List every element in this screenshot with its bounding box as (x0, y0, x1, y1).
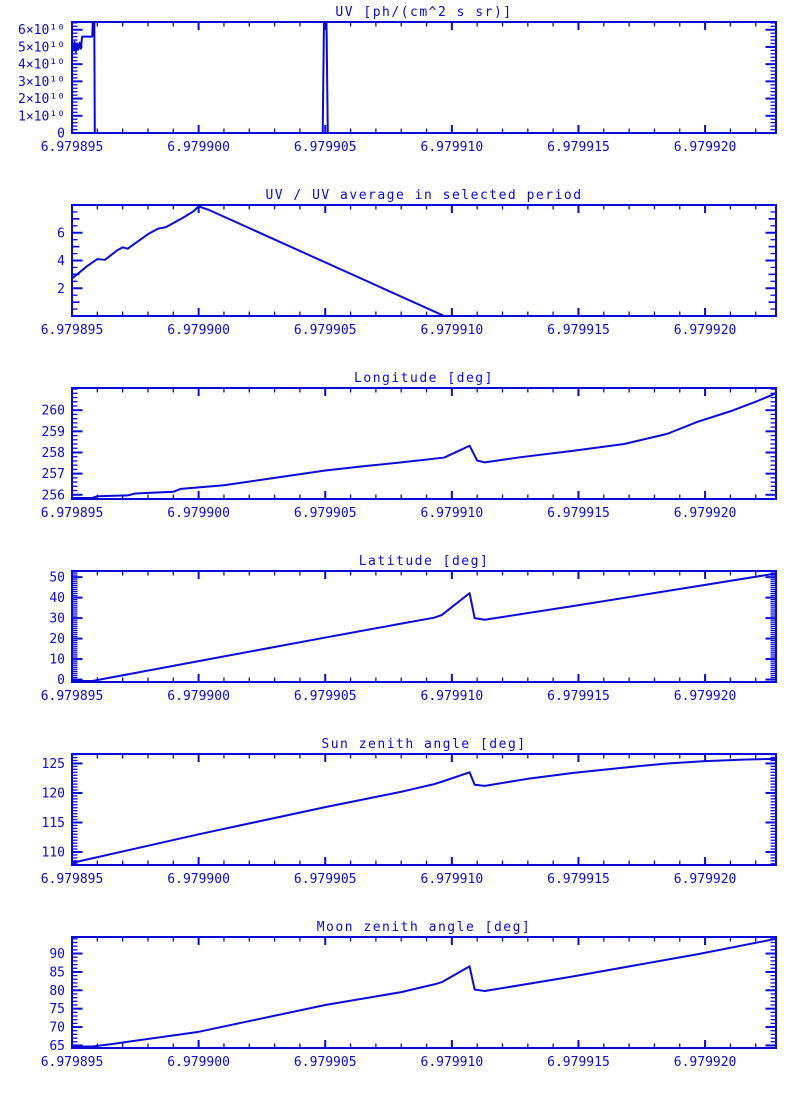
x-tick-label: 6.979900 (167, 872, 230, 887)
x-tick-label: 6.979905 (294, 140, 357, 155)
y-tick-label: 0 (57, 673, 65, 688)
x-tick-label: 6.979920 (674, 689, 737, 704)
y-tick-label: 260 (42, 404, 65, 419)
axis-frame (71, 570, 777, 683)
x-tick-label: 6.979915 (547, 689, 610, 704)
x-tick-label: 6.979905 (294, 506, 357, 521)
plot-title: Moon zenith angle [deg] (316, 920, 532, 935)
x-tick-label: 6.979915 (547, 140, 610, 155)
plot-title: UV / UV average in selected period (265, 188, 583, 203)
y-tick-label: 75 (49, 1002, 65, 1017)
x-tick-label: 6.979900 (167, 506, 230, 521)
plot-canvas-sun-zenith: 6.979895 6.979900 6.979905 6.979910 6.979915… (41, 753, 777, 887)
y-tick-label: 3×10¹⁰ (18, 75, 65, 90)
y-tick-label: 4 (57, 254, 65, 269)
x-tick-label: 6.979895 (41, 506, 104, 521)
x-tick-label: 6.979920 (674, 1055, 737, 1070)
axis-frame (71, 753, 777, 866)
x-tick-label: 6.979920 (674, 323, 737, 338)
x-tick-label: 6.979910 (421, 872, 484, 887)
y-tick-label: 80 (49, 984, 65, 999)
y-tick-label: 2 (57, 282, 65, 297)
y-tick-label: 70 (49, 1021, 65, 1036)
chart-sun-zenith: Sun zenith angle [deg] 6.979895 6.979900 6… (0, 732, 800, 915)
data-line (73, 938, 775, 1048)
y-tick-label: 125 (42, 757, 65, 772)
data-line (73, 22, 775, 133)
x-tick-label: 6.979910 (421, 1055, 484, 1070)
x-tick-label: 6.979895 (41, 140, 104, 155)
x-tick-label: 6.979915 (547, 1055, 610, 1070)
y-tick-label: 20 (49, 632, 65, 647)
plot-canvas-latitude: 6.979895 6.979900 6.979905 6.979910 6.979915… (41, 570, 777, 704)
y-tick-label: 259 (42, 425, 65, 440)
y-tick-label: 85 (49, 965, 65, 980)
x-tick-label: 6.979910 (421, 689, 484, 704)
y-tick-label: 1×10¹⁰ (18, 109, 65, 124)
x-tick-label: 6.979905 (294, 323, 357, 338)
plot-canvas-uv: 6.979895 6.979900 6.979905 6.979910 6.979915… (18, 21, 777, 155)
axis-frame (71, 204, 777, 317)
x-tick-label: 6.979905 (294, 689, 357, 704)
x-tick-label: 6.979910 (421, 140, 484, 155)
x-tick-label: 6.979915 (547, 506, 610, 521)
x-tick-label: 6.979920 (674, 506, 737, 521)
y-tick-label: 5×10¹⁰ (18, 40, 65, 55)
axis-frame (71, 387, 777, 500)
axis-frame (71, 21, 777, 134)
x-tick-label: 6.979920 (674, 872, 737, 887)
x-tick-label: 6.979905 (294, 1055, 357, 1070)
x-tick-label: 6.979895 (41, 323, 104, 338)
plot-title: Sun zenith angle [deg] (321, 737, 527, 752)
chart-uv-ratio: UV / UV average in selected period 6.979… (0, 183, 800, 366)
x-tick-label: 6.979900 (167, 1055, 230, 1070)
y-tick-label: 0 (57, 127, 65, 142)
y-tick-label: 10 (49, 653, 65, 668)
x-tick-label: 6.979915 (547, 323, 610, 338)
y-tick-label: 40 (49, 591, 65, 606)
x-tick-label: 6.979900 (167, 689, 230, 704)
axis-frame (71, 936, 777, 1049)
y-tick-label: 120 (42, 786, 65, 801)
y-tick-label: 110 (42, 846, 65, 861)
plot-canvas-uv-ratio: 6.979895 6.979900 6.979905 6.979910 6.979915… (41, 204, 777, 338)
plot-title: UV [ph/(cm^2 s sr)] (335, 5, 513, 20)
y-tick-label: 65 (49, 1039, 65, 1054)
y-tick-label: 256 (42, 488, 65, 503)
y-tick-label: 115 (42, 816, 65, 831)
chart-uv: UV [ph/(cm^2 s sr)] 6.979895 6.979900 6.97… (0, 0, 800, 183)
x-tick-label: 6.979920 (674, 140, 737, 155)
x-tick-label: 6.979915 (547, 872, 610, 887)
chart-longitude: Longitude [deg] 6.979895 6.979900 6.979905… (0, 366, 800, 549)
x-tick-label: 6.979895 (41, 689, 104, 704)
plot-title: Longitude [deg] (354, 371, 494, 386)
y-tick-label: 2×10¹⁰ (18, 92, 65, 107)
y-tick-label: 90 (49, 947, 65, 962)
plot-canvas-moon-zenith: 6.979895 6.979900 6.979905 6.979910 6.979915… (41, 936, 777, 1070)
y-tick-label: 257 (42, 467, 65, 482)
plot-title: Latitude [deg] (358, 554, 490, 569)
x-tick-label: 6.979895 (41, 1055, 104, 1070)
x-tick-label: 6.979900 (167, 323, 230, 338)
chart-moon-zenith: Moon zenith angle [deg] 6.979895 6.979900… (0, 915, 800, 1098)
data-line (73, 392, 775, 499)
y-tick-label: 50 (49, 571, 65, 586)
chart-latitude: Latitude [deg] 6.979895 6.979900 6.979905 6… (0, 549, 800, 732)
y-tick-label: 258 (42, 446, 65, 461)
x-tick-label: 6.979895 (41, 872, 104, 887)
y-tick-label: 6 (57, 226, 65, 241)
y-tick-label: 30 (49, 612, 65, 627)
x-tick-label: 6.979910 (421, 506, 484, 521)
data-line (73, 572, 775, 682)
x-tick-label: 6.979910 (421, 323, 484, 338)
y-tick-label: 4×10¹⁰ (18, 58, 65, 73)
x-tick-label: 6.979905 (294, 872, 357, 887)
y-tick-label: 6×10¹⁰ (18, 23, 65, 38)
data-line (73, 205, 775, 316)
x-tick-label: 6.979900 (167, 140, 230, 155)
data-line (73, 757, 775, 864)
plot-canvas-longitude: 6.979895 6.979900 6.979905 6.979910 6.979915… (41, 387, 777, 521)
